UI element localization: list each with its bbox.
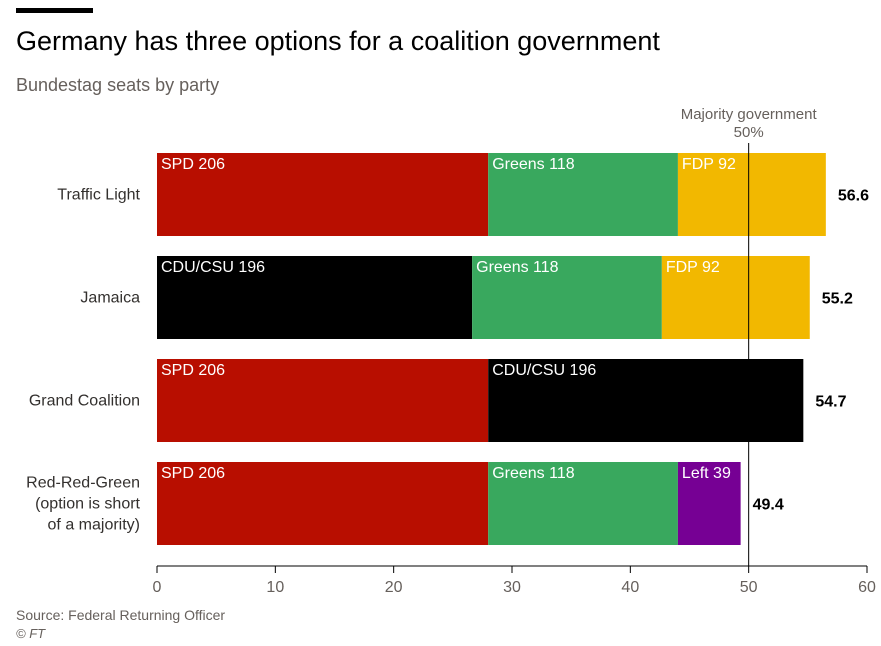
segment-label: SPD 206 bbox=[161, 465, 225, 482]
segment-label: Greens 118 bbox=[492, 156, 575, 173]
bar-segment-spd bbox=[157, 462, 489, 545]
bar-segment-left bbox=[677, 462, 741, 545]
majority-label: Majority government bbox=[681, 106, 818, 123]
segment-label: Greens 118 bbox=[476, 259, 559, 276]
category-label: Red-Red-Green bbox=[26, 475, 140, 492]
majority-percent-label: 50% bbox=[734, 124, 764, 141]
chart-subtitle: Bundestag seats by party bbox=[16, 75, 220, 95]
category-label: Jamaica bbox=[80, 290, 140, 307]
segment-label: SPD 206 bbox=[161, 362, 225, 379]
source-note: Source: Federal Returning Officer bbox=[16, 607, 226, 623]
bar-segment-fdp bbox=[661, 256, 810, 339]
bar-segment-fdp bbox=[677, 153, 826, 236]
x-tick-label: 0 bbox=[153, 579, 162, 596]
bar-segment-spd bbox=[157, 153, 489, 236]
bar-segment-greens bbox=[488, 462, 678, 545]
bar-segment-spd bbox=[157, 359, 489, 442]
segment-label: Greens 118 bbox=[492, 465, 575, 482]
total-label: 49.4 bbox=[753, 497, 784, 514]
x-tick-label: 10 bbox=[266, 579, 284, 596]
total-label: 55.2 bbox=[822, 291, 853, 308]
total-label: 56.6 bbox=[838, 188, 869, 205]
segment-label: CDU/CSU 196 bbox=[161, 259, 265, 276]
total-label: 54.7 bbox=[815, 394, 846, 411]
x-tick-label: 20 bbox=[385, 579, 403, 596]
segment-label: FDP 92 bbox=[666, 259, 720, 276]
segment-label: FDP 92 bbox=[682, 156, 736, 173]
x-tick-label: 60 bbox=[858, 579, 876, 596]
category-label: Traffic Light bbox=[57, 187, 140, 204]
category-label: of a majority) bbox=[48, 517, 140, 534]
segment-label: SPD 206 bbox=[161, 156, 225, 173]
segment-label: CDU/CSU 196 bbox=[492, 362, 596, 379]
bar-segment-greens bbox=[472, 256, 662, 339]
category-label: (option is short bbox=[35, 496, 140, 513]
chart-title: Germany has three options for a coalitio… bbox=[16, 26, 660, 56]
bar-segment-cdu-csu bbox=[488, 359, 804, 442]
x-tick-label: 30 bbox=[503, 579, 521, 596]
x-tick-label: 40 bbox=[621, 579, 639, 596]
bar-segment-greens bbox=[488, 153, 678, 236]
top-rule bbox=[16, 8, 93, 13]
segment-label: Left 39 bbox=[682, 465, 731, 482]
bar-segment-cdu-csu bbox=[157, 256, 473, 339]
x-tick-label: 50 bbox=[740, 579, 758, 596]
category-label: Grand Coalition bbox=[29, 393, 140, 410]
copyright-note: © FT bbox=[16, 626, 46, 641]
